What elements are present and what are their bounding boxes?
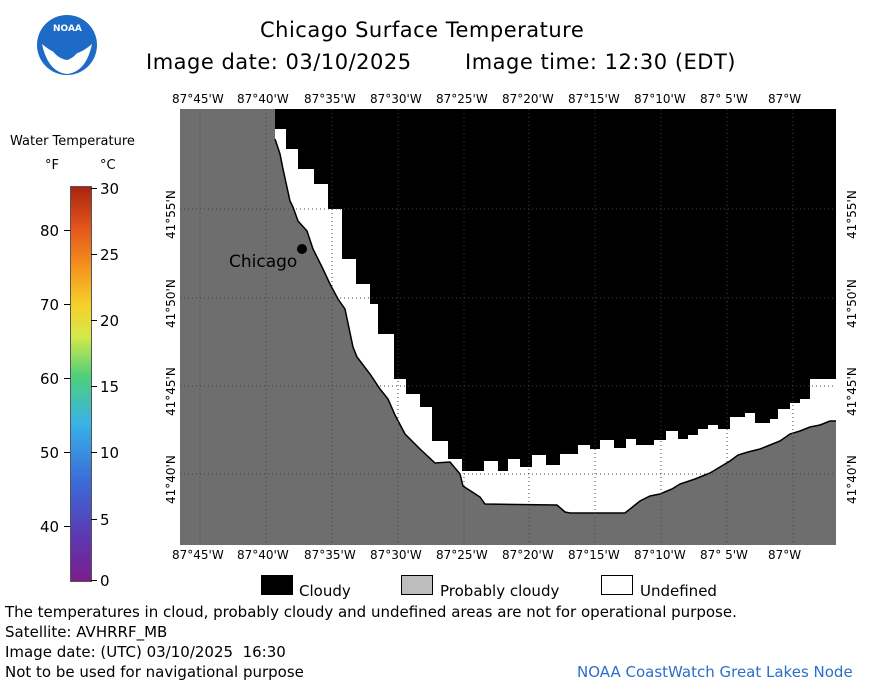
latitude-tick-left: 41°50'N	[164, 279, 178, 328]
legend-swatch-cloudy	[261, 575, 293, 595]
longitude-tick-top: 87° 5'W	[700, 92, 748, 106]
longitude-tick-bottom: 87° 5'W	[700, 548, 748, 562]
longitude-tick-top: 87°30'W	[370, 92, 422, 106]
latitude-tick-right: 41°40'N	[845, 455, 859, 504]
longitude-tick-top: 87°40'W	[237, 92, 289, 106]
shoreline	[274, 138, 836, 514]
navigation-warning: Not to be used for navigational purpose	[5, 663, 304, 681]
fahrenheit-tick: 60	[40, 370, 60, 388]
longitude-tick-bottom: 87°10'W	[634, 548, 686, 562]
longitude-tick-top: 87°35'W	[304, 92, 356, 106]
fahrenheit-tick: 40	[40, 518, 60, 536]
latitude-tick-right: 41°50'N	[845, 279, 859, 328]
fahrenheit-tick-mark	[64, 378, 70, 379]
longitude-tick-top: 87°20'W	[502, 92, 554, 106]
image-date: Image date: 03/10/2025	[146, 50, 412, 74]
celsius-tick-mark	[91, 452, 97, 453]
credit: NOAA CoastWatch Great Lakes Node	[577, 663, 853, 681]
longitude-tick-bottom: 87°35'W	[304, 548, 356, 562]
logo-text: NOAA	[53, 24, 82, 34]
temperature-colorbar	[70, 186, 92, 582]
legend-swatch-undefined	[601, 575, 633, 595]
disclaimer: The temperatures in cloud, probably clou…	[5, 603, 737, 621]
fahrenheit-tick-mark	[64, 526, 70, 527]
celsius-tick: 30	[100, 180, 120, 198]
longitude-tick-bottom: 87°45'W	[172, 548, 224, 562]
graticule	[180, 109, 836, 545]
longitude-tick-top: 87°W	[768, 92, 802, 106]
celsius-tick-mark	[91, 254, 97, 255]
legend-swatch-probably-cloudy	[401, 575, 433, 595]
noaa-logo: NOAA	[36, 14, 98, 76]
latitude-tick-right: 41°45'N	[845, 367, 859, 416]
longitude-tick-top: 87°10'W	[634, 92, 686, 106]
longitude-tick-bottom: 87°W	[768, 548, 802, 562]
longitude-tick-top: 87°25'W	[436, 92, 488, 106]
legend-label-probably-cloudy: Probably cloudy	[440, 582, 560, 600]
fahrenheit-tick: 80	[40, 222, 60, 240]
celsius-tick: 25	[100, 246, 120, 264]
fahrenheit-tick-mark	[64, 452, 70, 453]
unit-celsius: °C	[100, 158, 116, 173]
celsius-tick-mark	[91, 386, 97, 387]
fahrenheit-tick: 70	[40, 296, 60, 314]
celsius-tick: 10	[100, 444, 120, 462]
longitude-tick-bottom: 87°40'W	[237, 548, 289, 562]
celsius-tick-mark	[91, 519, 97, 520]
latitude-tick-left: 41°45'N	[164, 367, 178, 416]
latitude-tick-left: 41°40'N	[164, 455, 178, 504]
legend-label-cloudy: Cloudy	[299, 582, 351, 600]
celsius-tick: 5	[100, 511, 110, 529]
image-time: Image time: 12:30 (EDT)	[465, 50, 736, 74]
utc-date: Image date: (UTC) 03/10/2025 16:30	[5, 643, 286, 661]
celsius-tick: 0	[100, 572, 110, 590]
fahrenheit-tick-mark	[64, 304, 70, 305]
latitude-tick-right: 41°55'N	[845, 190, 859, 239]
city-label-chicago: Chicago	[229, 252, 298, 272]
land	[180, 109, 836, 545]
colorbar-title: Water Temperature	[10, 134, 135, 149]
unit-fahrenheit: °F	[45, 158, 59, 173]
satellite-info: Satellite: AVHRRF_MB	[5, 623, 168, 641]
longitude-tick-bottom: 87°15'W	[568, 548, 620, 562]
legend-label-undefined: Undefined	[640, 582, 717, 600]
fahrenheit-tick: 50	[40, 444, 60, 462]
longitude-tick-bottom: 87°25'W	[436, 548, 488, 562]
celsius-tick-mark	[91, 320, 97, 321]
celsius-tick-mark	[91, 580, 97, 581]
longitude-tick-top: 87°15'W	[568, 92, 620, 106]
longitude-tick-bottom: 87°30'W	[370, 548, 422, 562]
fahrenheit-tick-mark	[64, 230, 70, 231]
longitude-tick-top: 87°45'W	[172, 92, 224, 106]
celsius-tick: 15	[100, 378, 120, 396]
celsius-tick-mark	[91, 188, 97, 189]
chicago-marker	[297, 244, 307, 254]
map-frame: Chicago	[180, 109, 836, 545]
longitude-tick-bottom: 87°20'W	[502, 548, 554, 562]
celsius-tick: 20	[100, 312, 120, 330]
latitude-tick-left: 41°55'N	[164, 190, 178, 239]
page-title: Chicago Surface Temperature	[260, 18, 585, 42]
